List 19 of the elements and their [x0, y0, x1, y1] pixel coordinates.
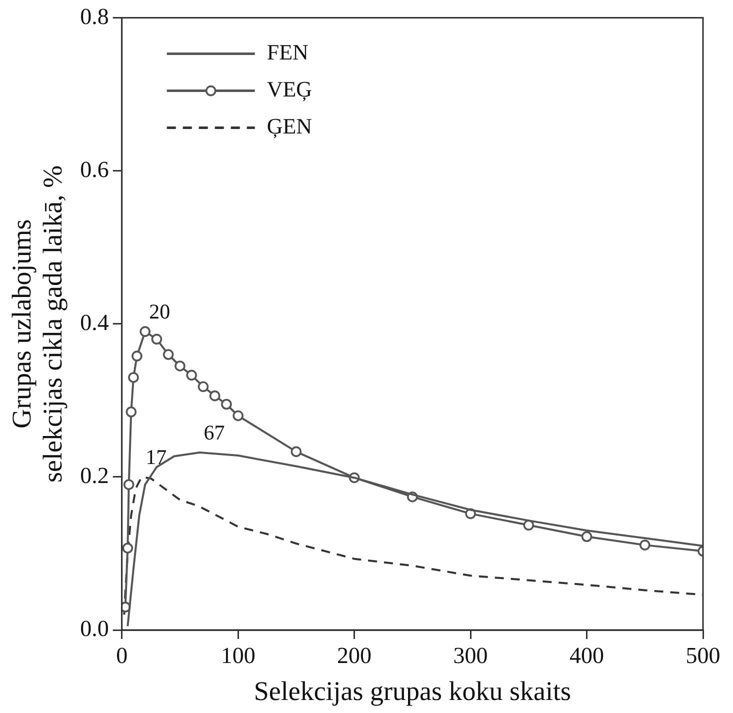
- y-axis-title: Grupas uzlabojums selekcijas cikla gada laikā, %: [6, 165, 68, 482]
- x-tick-label: 500: [686, 642, 720, 668]
- x-tick-label: 0: [116, 642, 128, 668]
- legend-label: ĢEN: [266, 114, 312, 139]
- x-tick-label: 200: [337, 642, 372, 668]
- x-axis-title: Selekcijas grupas koku skaits: [254, 676, 572, 706]
- y-tick-label: 0.4: [80, 310, 110, 335]
- y-tick-label: 0.6: [80, 156, 109, 182]
- annotation: 17: [146, 444, 167, 469]
- x-tick-label: 300: [453, 642, 488, 668]
- y-tick-label: 0.8: [80, 4, 109, 29]
- legend-label: VEĢ: [266, 76, 312, 102]
- legend-label: FEN: [266, 40, 309, 65]
- y-tick-label: 0.2: [80, 462, 109, 488]
- annotation: 20: [149, 300, 170, 324]
- x-tick-label: 100: [220, 642, 256, 668]
- annotation: 67: [204, 420, 225, 444]
- y-tick-label: 0.0: [80, 616, 109, 642]
- x-tick-label: 400: [570, 642, 604, 668]
